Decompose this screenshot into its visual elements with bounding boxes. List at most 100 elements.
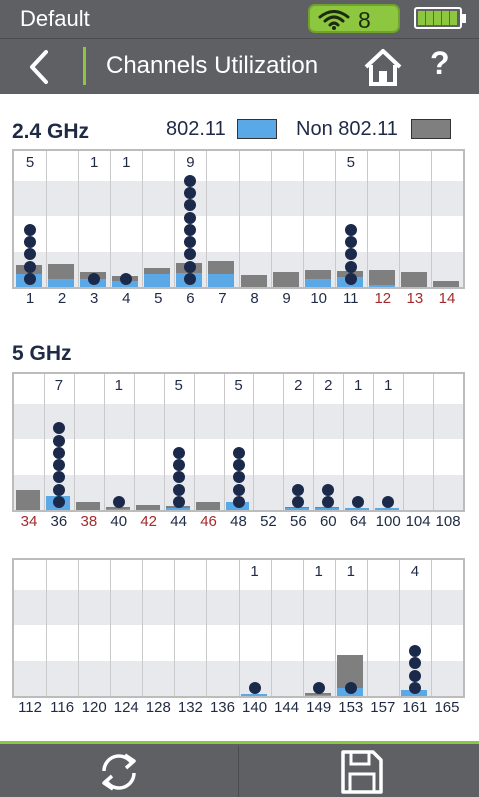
channel-label[interactable]: 3 [90,290,99,307]
save-icon [341,750,383,794]
bar-80211 [285,507,310,510]
home-button[interactable] [363,47,403,87]
bar-80211 [240,693,267,696]
save-button[interactable] [240,746,479,797]
chart-grid-line [430,560,432,696]
ap-count-label: 1 [122,154,131,171]
channel-label[interactable]: 2 [57,290,67,307]
channel-label[interactable]: 56 [290,513,307,530]
channel-label[interactable]: 132 [177,699,203,716]
chart-grid-line [43,374,45,510]
channel-label[interactable]: 10 [310,290,328,307]
ap-dot [24,223,37,236]
channel-label[interactable]: 38 [80,513,98,530]
bar-80211 [315,507,340,510]
channel-label[interactable]: 8 [250,290,259,307]
channel-label[interactable]: 153 [338,699,364,716]
ap-dot [322,483,335,496]
wifi-icon [318,10,350,30]
band-title-5ghz: 5 GHz [12,342,72,365]
bar-80211 [304,694,331,696]
channel-label[interactable]: 136 [209,699,235,716]
channel-label[interactable]: 144 [274,699,300,716]
bar-non-80211 [400,272,427,287]
chart-grid-line [73,374,75,510]
channel-label[interactable]: 1 [25,290,35,307]
back-button[interactable] [22,49,58,85]
channel-label[interactable]: 4 [122,290,131,307]
chart-grid-line [206,560,208,696]
channel-label[interactable]: 9 [282,290,291,307]
ap-dot [232,446,245,459]
chart-24ghz: 5 1 1 9 5 [12,149,465,289]
ap-count-label: 2 [294,377,303,394]
bar-80211 [105,508,130,510]
channel-label[interactable]: 11 [342,290,359,307]
channel-label[interactable]: 64 [349,513,367,530]
ap-dot [408,682,421,694]
ap-count-label: 2 [324,377,333,394]
channel-label[interactable]: 100 [375,513,401,530]
bar-80211 [48,278,75,287]
wifi-status-badge[interactable]: 8 [308,4,400,33]
help-button[interactable]: ? [430,45,450,81]
channel-label[interactable]: 161 [402,699,428,716]
channel-label[interactable]: 40 [110,513,128,530]
channel-label[interactable]: 46 [200,513,217,530]
bar-80211 [208,274,235,287]
channel-label[interactable]: 5 [154,290,163,307]
ap-dot [408,669,421,682]
channel-label[interactable]: 6 [186,290,195,307]
bar-80211 [165,507,190,510]
chart-grid-line [78,560,80,696]
channel-label[interactable]: 128 [145,699,171,716]
bar-non-80211 [75,501,100,510]
channel-label[interactable]: 14 [438,290,456,307]
channel-label[interactable]: 34 [20,513,38,530]
chart-grid-line [398,151,400,287]
chart-grid-line [334,151,336,287]
bar-non-80211 [272,272,299,287]
chart-grid-line [193,374,195,510]
channel-label[interactable]: 13 [406,290,424,307]
ap-dot [172,446,185,459]
channel-label[interactable]: 116 [50,699,75,716]
chart-grid-line [430,151,432,287]
chart-grid-band [14,404,463,440]
status-bar: Default 8 [0,0,479,38]
channel-label[interactable]: 108 [435,513,461,530]
ap-dot [184,236,197,249]
channel-label[interactable]: 104 [405,513,431,530]
channel-label[interactable]: 140 [242,699,268,716]
channel-label[interactable]: 120 [81,699,107,716]
channel-label[interactable]: 52 [260,513,277,530]
channel-label[interactable]: 165 [434,699,460,716]
channel-label[interactable]: 149 [306,699,332,716]
chart-grid-line [270,560,272,696]
chart-grid-line [302,151,304,287]
refresh-button[interactable] [0,746,239,797]
ap-dot [24,248,37,261]
channel-label[interactable]: 60 [319,513,337,530]
ap-dot [184,248,197,261]
channel-label[interactable]: 36 [50,513,68,530]
channel-label[interactable]: 42 [140,513,158,530]
channel-label[interactable]: 12 [374,290,392,307]
channel-label[interactable]: 157 [370,699,396,716]
legend-label-80211: 802.11 [166,118,226,140]
ap-dot [312,682,325,694]
channel-label[interactable]: 7 [218,290,227,307]
channel-label[interactable]: 48 [230,513,247,530]
nav-separator [83,47,86,85]
chart-grid-line [142,560,144,696]
channel-label[interactable]: 112 [18,699,42,716]
ap-dot [112,496,125,508]
wifi-count: 8 [358,7,371,33]
home-icon [364,49,402,86]
chart-grid-line [223,374,225,510]
channel-label[interactable]: 124 [113,699,139,716]
bar-non-80211 [16,489,40,510]
profile-name: Default [20,6,90,31]
channel-label[interactable]: 44 [170,513,187,530]
